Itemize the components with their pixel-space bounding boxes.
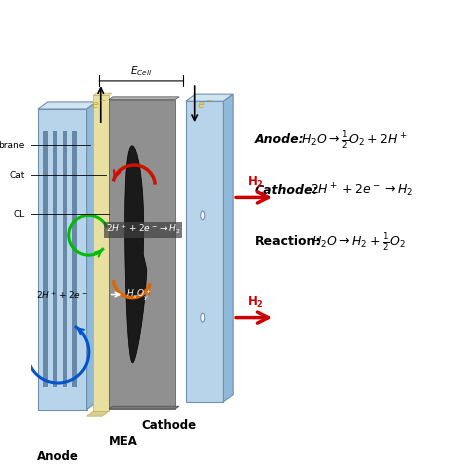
Polygon shape bbox=[186, 94, 233, 101]
Polygon shape bbox=[43, 131, 48, 387]
Polygon shape bbox=[93, 93, 112, 95]
Text: Anode:: Anode: bbox=[255, 134, 304, 146]
Polygon shape bbox=[73, 131, 77, 387]
Ellipse shape bbox=[201, 211, 205, 220]
Text: brane: brane bbox=[0, 141, 25, 150]
Polygon shape bbox=[125, 146, 147, 363]
Polygon shape bbox=[186, 101, 223, 402]
Text: MEA: MEA bbox=[109, 435, 137, 448]
Text: $2H^+ + 2e^- \rightarrow H_2$: $2H^+ + 2e^- \rightarrow H_2$ bbox=[310, 182, 413, 200]
Polygon shape bbox=[38, 102, 96, 109]
Text: $H_2O \rightarrow \frac{1}{2}O_2 + 2H^+$: $H_2O \rightarrow \frac{1}{2}O_2 + 2H^+$ bbox=[301, 129, 408, 151]
Polygon shape bbox=[223, 94, 233, 402]
Text: $e^-$: $e^-$ bbox=[91, 100, 108, 111]
Text: $2H^++2e^-$: $2H^++2e^-$ bbox=[36, 290, 88, 301]
Polygon shape bbox=[109, 97, 179, 100]
Ellipse shape bbox=[201, 313, 205, 322]
Polygon shape bbox=[87, 102, 96, 410]
Text: CL: CL bbox=[13, 210, 25, 219]
Text: Cathode: Cathode bbox=[142, 419, 197, 432]
Text: $E_{Cell}$: $E_{Cell}$ bbox=[130, 64, 152, 78]
Text: $\mathbf{H_2}$: $\mathbf{H_2}$ bbox=[247, 175, 264, 190]
Polygon shape bbox=[109, 100, 175, 409]
Polygon shape bbox=[109, 406, 179, 409]
Polygon shape bbox=[38, 109, 87, 410]
Text: $\mathbf{H_2}$: $\mathbf{H_2}$ bbox=[247, 295, 264, 310]
Text: Cat: Cat bbox=[9, 171, 25, 180]
Text: Anode: Anode bbox=[36, 450, 78, 464]
Text: $H_xO_y^+$: $H_xO_y^+$ bbox=[126, 287, 152, 302]
Polygon shape bbox=[87, 411, 109, 416]
Text: $e^-$: $e^-$ bbox=[197, 100, 213, 111]
Text: $2H^++2e^- \rightarrow H_2$: $2H^++2e^- \rightarrow H_2$ bbox=[106, 223, 181, 236]
Polygon shape bbox=[53, 131, 57, 387]
Text: Cathode:: Cathode: bbox=[255, 184, 318, 197]
Text: $H_2O \rightarrow H_2 + \frac{1}{2}O_2$: $H_2O \rightarrow H_2 + \frac{1}{2}O_2$ bbox=[310, 231, 405, 253]
Polygon shape bbox=[93, 95, 109, 411]
Polygon shape bbox=[63, 131, 67, 387]
Text: Reaction:: Reaction: bbox=[255, 235, 321, 248]
